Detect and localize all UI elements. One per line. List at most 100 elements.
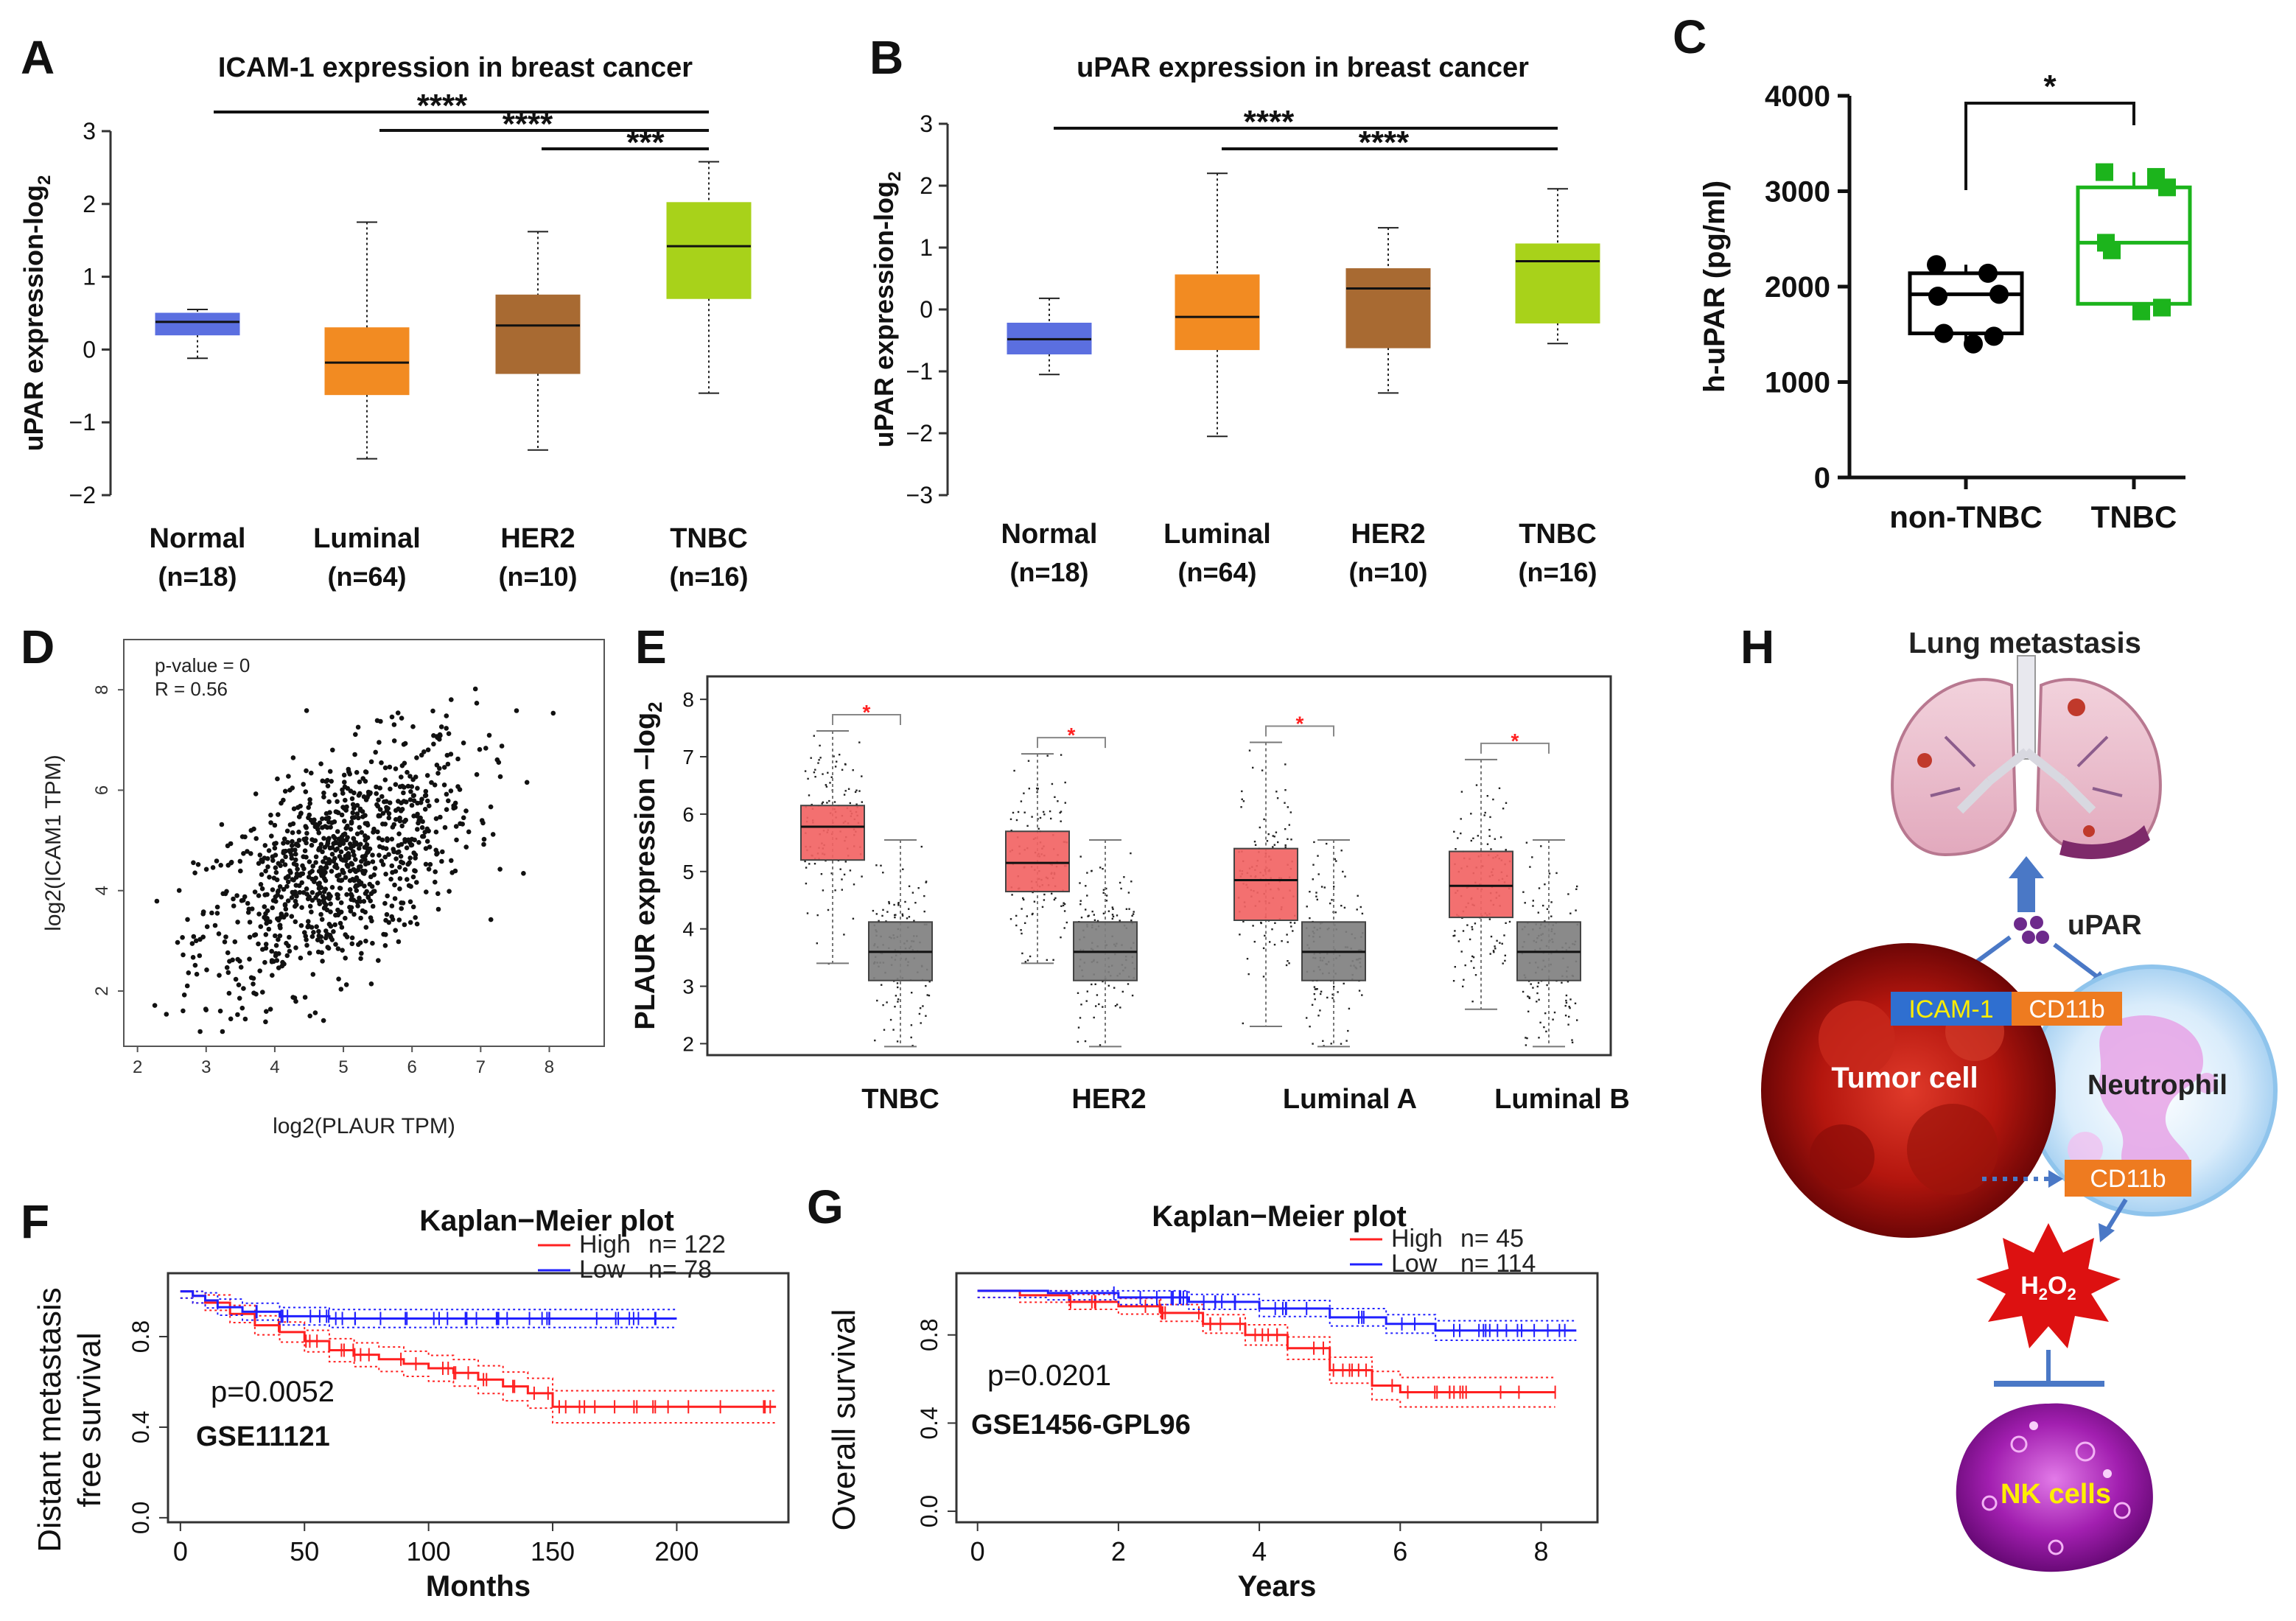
scatter-point xyxy=(204,924,210,929)
jitter-point xyxy=(805,882,808,885)
scatter-point xyxy=(343,856,348,862)
jitter-point xyxy=(1490,848,1492,850)
scatter-point xyxy=(363,925,369,930)
count-label: (n=64) xyxy=(1177,557,1256,587)
category-label: TNBC xyxy=(1519,519,1597,550)
scatter-point xyxy=(341,772,347,778)
scatter-point xyxy=(419,797,424,802)
scatter-point xyxy=(423,861,429,867)
jitter-point xyxy=(1470,813,1472,815)
jitter-point xyxy=(1032,912,1034,915)
scatter-point xyxy=(200,934,206,939)
scatter-point xyxy=(447,889,452,894)
scatter-point xyxy=(409,784,415,789)
scatter-point xyxy=(242,894,248,900)
scatter-point xyxy=(285,898,291,903)
jitter-point xyxy=(844,763,847,766)
scatter-point xyxy=(388,786,393,792)
jitter-point xyxy=(1267,833,1270,836)
scatter-point xyxy=(339,925,345,930)
jitter-point xyxy=(1111,917,1113,920)
scatter-point xyxy=(321,872,326,878)
jitter-point xyxy=(1077,992,1079,994)
scatter-point xyxy=(359,950,364,956)
significance-bracket xyxy=(832,713,901,725)
scatter-point xyxy=(379,794,385,799)
jitter-point xyxy=(1320,886,1323,888)
scatter-point xyxy=(301,854,307,859)
data-point xyxy=(2096,163,2113,181)
scatter-point xyxy=(291,861,297,866)
data-point xyxy=(1989,284,2009,304)
jitter-point xyxy=(1287,941,1289,943)
scatter-point xyxy=(368,915,374,920)
jitter-point xyxy=(1326,996,1329,999)
scatter-point xyxy=(407,860,412,866)
icam1-box xyxy=(1891,992,2012,1026)
scatter-point xyxy=(371,889,377,894)
scatter-point xyxy=(349,796,355,802)
p-value: p=0.0052 xyxy=(211,1376,335,1408)
scatter-point xyxy=(338,900,344,906)
jitter-point xyxy=(1127,892,1130,894)
scatter-point xyxy=(455,756,461,762)
jitter-point xyxy=(923,910,925,913)
scatter-point xyxy=(435,906,441,912)
scatter-point xyxy=(299,905,304,910)
jitter-point xyxy=(1466,924,1469,926)
scatter-point xyxy=(370,940,375,946)
data-point xyxy=(1964,334,1983,354)
upar-dot xyxy=(2030,916,2043,929)
jitter-point xyxy=(1079,900,1082,902)
jitter-point xyxy=(822,889,825,892)
jitter-point xyxy=(1023,811,1026,813)
scatter-point xyxy=(349,941,355,947)
jitter-point xyxy=(1568,1015,1570,1018)
scatter-point xyxy=(399,823,405,829)
panel-letter-c: C xyxy=(1673,10,1707,63)
scatter-point xyxy=(391,722,397,727)
jitter-point xyxy=(1470,839,1472,842)
scatter-point xyxy=(210,865,216,870)
scatter-point xyxy=(335,892,340,897)
scatter-point xyxy=(326,799,332,805)
scatter-point xyxy=(164,1012,169,1017)
significance-stars: **** xyxy=(1244,104,1295,140)
y-tick-label: 4000 xyxy=(1765,80,1830,113)
scatter-point xyxy=(378,718,383,724)
jitter-point xyxy=(853,883,855,886)
scatter-point xyxy=(281,841,286,846)
scatter-point xyxy=(312,822,318,827)
scatter-point xyxy=(304,937,309,942)
jitter-point xyxy=(855,803,858,805)
jitter-point xyxy=(1550,901,1553,903)
scatter-point xyxy=(235,920,240,925)
scatter-point xyxy=(357,864,362,869)
scatter-point xyxy=(247,934,253,940)
scatter-point xyxy=(197,1029,203,1034)
jitter-point xyxy=(822,801,825,803)
jitter-point xyxy=(1107,984,1110,987)
jitter-point xyxy=(1284,789,1287,791)
scatter-point xyxy=(323,878,329,883)
legend-label: High xyxy=(1391,1225,1443,1253)
jitter-point xyxy=(1015,924,1018,927)
scatter-point xyxy=(342,819,347,824)
category-label: TNBC xyxy=(670,523,748,554)
jitter-point xyxy=(1357,894,1359,897)
scatter-point xyxy=(377,807,383,812)
up-arrow-shaft xyxy=(2017,877,2035,912)
scatter-point xyxy=(414,755,419,760)
x-tick-label: 2 xyxy=(1111,1536,1126,1566)
scatter-point xyxy=(309,770,314,776)
jitter-point xyxy=(814,776,816,778)
ci-band-up xyxy=(977,1289,1555,1379)
scatter-point xyxy=(407,855,413,861)
scatter-point xyxy=(309,890,315,895)
category-label: non-TNBC xyxy=(1889,500,2043,534)
y-tick-label: −2 xyxy=(69,482,96,508)
scatter-point xyxy=(332,792,338,798)
scatter-point xyxy=(323,810,329,816)
jitter-point xyxy=(1574,1002,1577,1004)
jitter-point xyxy=(1037,827,1040,830)
